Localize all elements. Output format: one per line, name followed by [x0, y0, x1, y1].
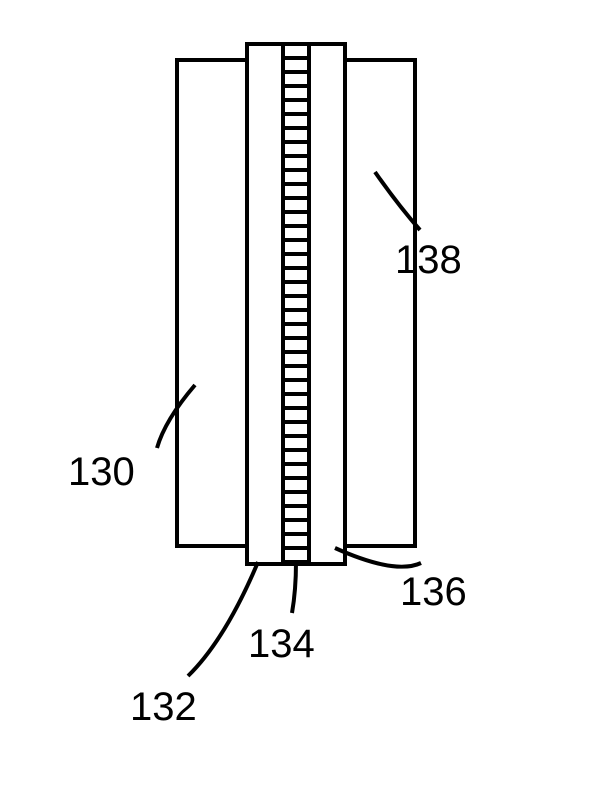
layer-outer-right [343, 58, 417, 548]
layer-outer-left [175, 58, 249, 548]
label-134: 134 [248, 622, 315, 667]
leader-134 [292, 562, 296, 613]
leader-136 [335, 548, 421, 567]
label-138: 138 [395, 238, 462, 283]
diagram-container: 130 132 134 136 138 [0, 0, 593, 786]
layer-center-hatched [281, 42, 311, 566]
layer-inner-left [245, 42, 285, 566]
layer-inner-right [307, 42, 347, 566]
label-132: 132 [130, 685, 197, 730]
label-130: 130 [68, 450, 135, 495]
label-136: 136 [400, 570, 467, 615]
